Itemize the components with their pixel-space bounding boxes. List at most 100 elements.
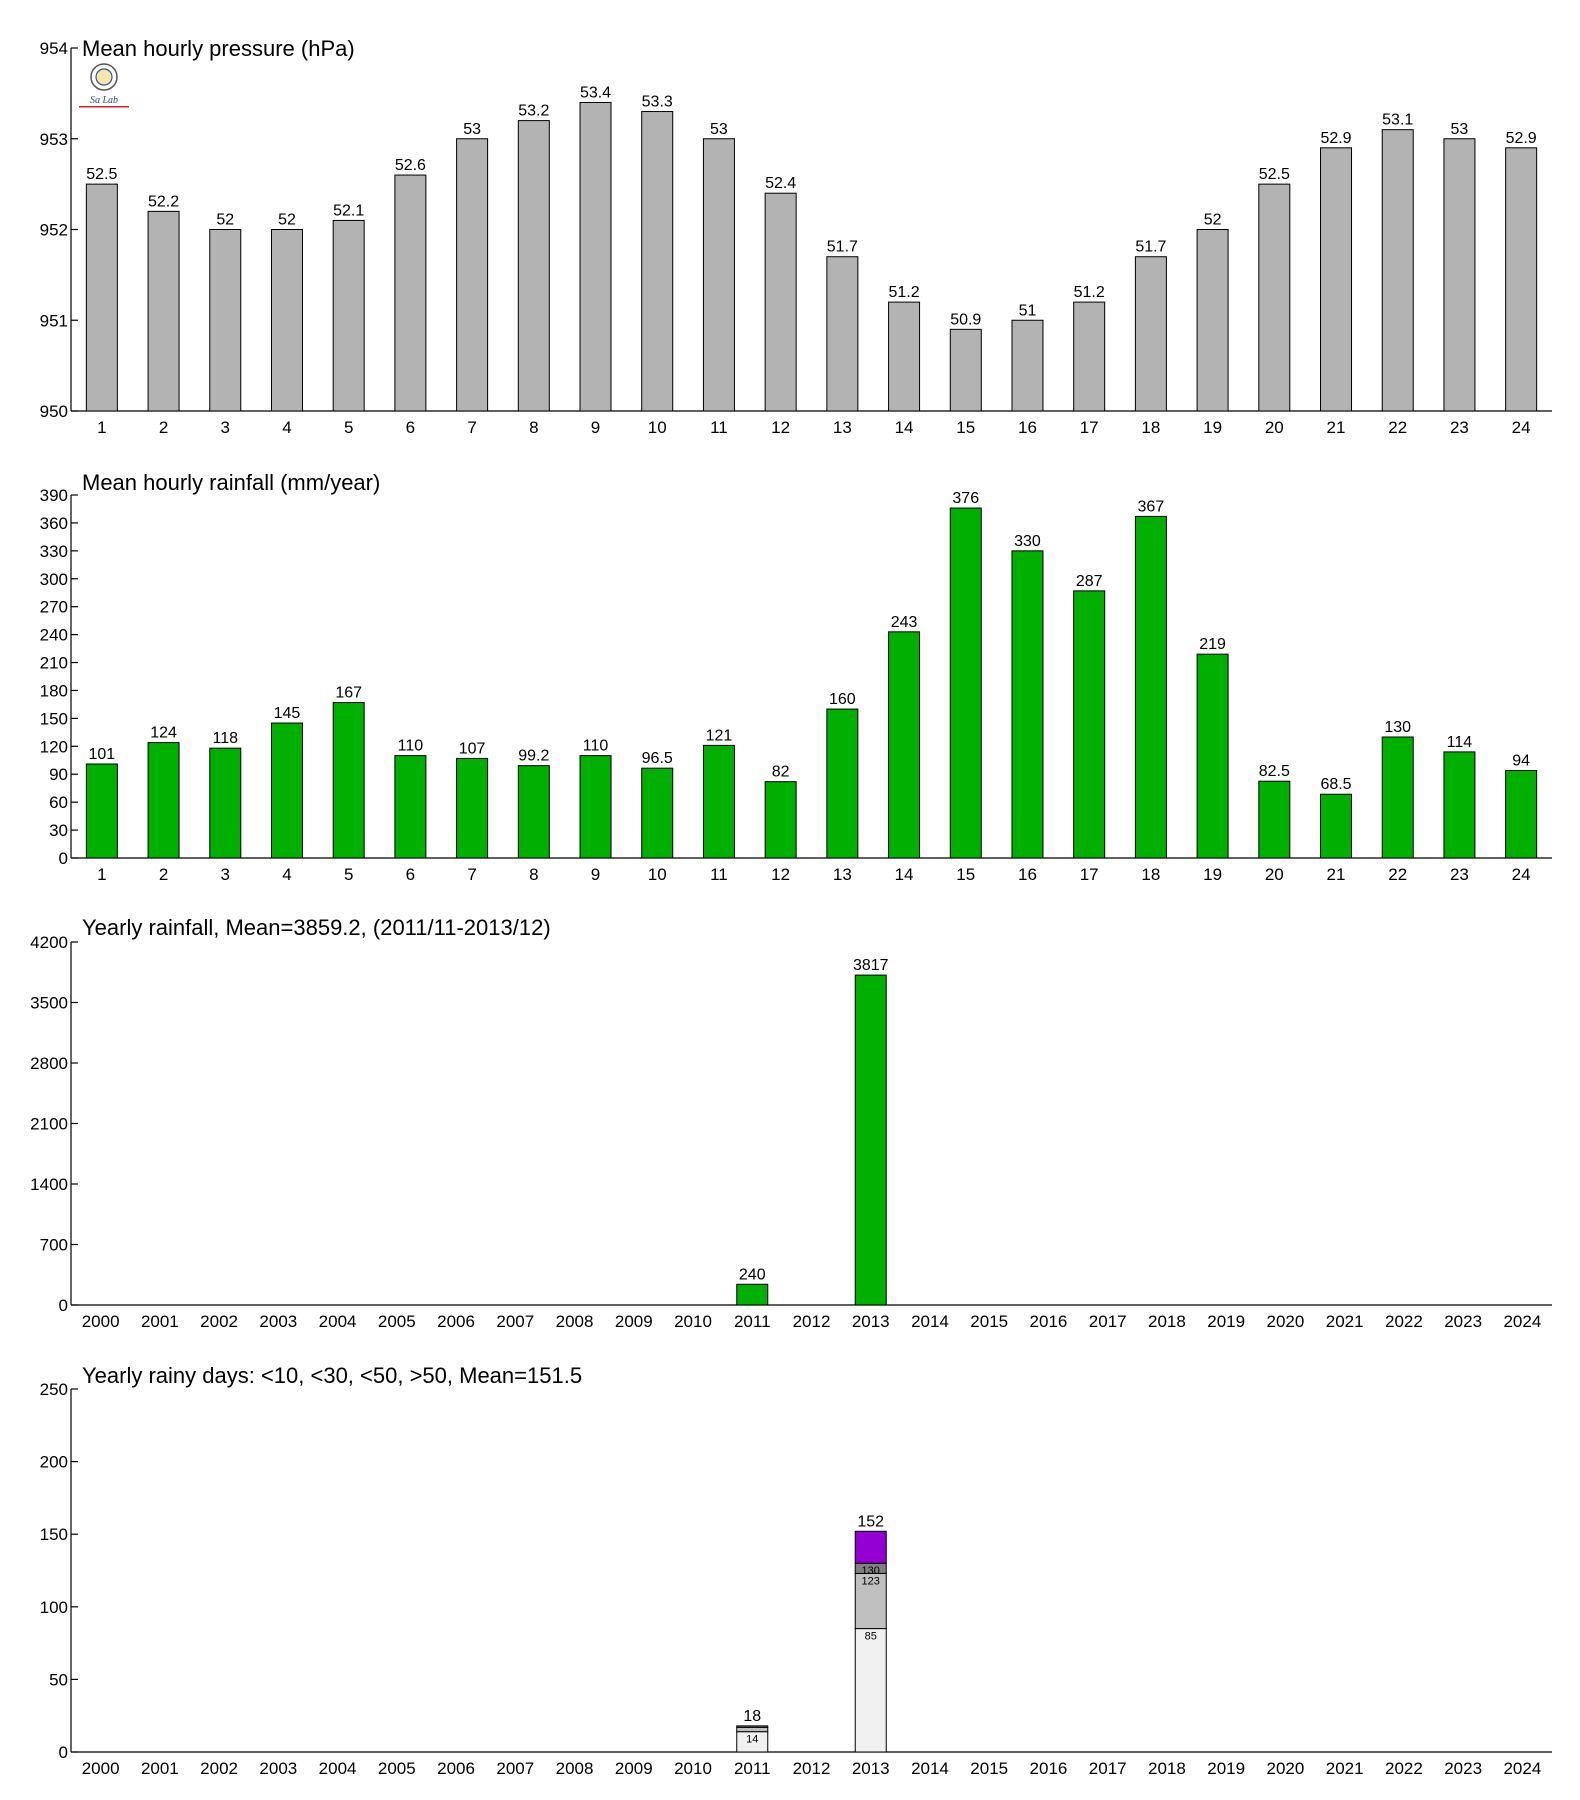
bar	[1258, 183, 1291, 412]
bar-data-label: 145	[274, 705, 301, 722]
stack-segment	[854, 1530, 887, 1564]
bar-data-label: 53.2	[518, 103, 549, 120]
x-tick-label: 3	[221, 418, 230, 437]
x-tick-label: 2015	[970, 1312, 1008, 1331]
y-tick-label: 951	[40, 311, 68, 330]
x-tick-label: 2002	[200, 1312, 238, 1331]
x-tick-label: 2016	[1030, 1312, 1068, 1331]
bar-data-label: 82.5	[1259, 763, 1290, 780]
bar	[641, 767, 674, 859]
bar-data-label: 52.1	[333, 202, 364, 219]
bar-data-label: 53	[710, 121, 728, 138]
x-tick-label: 2024	[1503, 1759, 1541, 1778]
x-tick-label: 15	[956, 865, 975, 884]
x-tick-label: 2020	[1267, 1759, 1305, 1778]
bar-data-label: 110	[583, 738, 609, 755]
bar-data-label: 52	[278, 212, 296, 229]
x-tick-label: 2003	[259, 1759, 297, 1778]
x-tick-label: 2011	[734, 1312, 771, 1331]
bar	[1134, 515, 1167, 859]
x-tick-label: 2004	[319, 1312, 357, 1331]
x-tick-label: 2000	[82, 1312, 120, 1331]
bar	[270, 722, 303, 859]
x-tick-label: 2018	[1148, 1312, 1186, 1331]
bar	[209, 747, 242, 859]
stack-total-label: 152	[857, 1513, 884, 1530]
y-tick-label: 30	[49, 821, 68, 840]
bar	[949, 328, 982, 412]
x-tick-label: 4	[282, 418, 291, 437]
x-tick-label: 1	[97, 865, 106, 884]
x-tick-label: 2013	[852, 1312, 890, 1331]
stack-segment	[854, 1572, 887, 1630]
x-tick-label: 21	[1327, 865, 1346, 884]
chart-title: Yearly rainfall, Mean=3859.2, (2011/11-2…	[82, 915, 551, 940]
bar	[1443, 138, 1476, 412]
y-tick-label: 330	[40, 542, 68, 561]
bar	[1258, 780, 1291, 859]
x-tick-label: 2017	[1089, 1312, 1127, 1331]
bar-data-label: 160	[829, 691, 856, 708]
x-tick-label: 6	[406, 418, 415, 437]
x-tick-label: 2005	[378, 1312, 416, 1331]
x-tick-label: 1	[97, 418, 106, 437]
x-tick-label: 2023	[1444, 1312, 1482, 1331]
y-tick-label: 2100	[30, 1115, 68, 1134]
x-tick-label: 2023	[1444, 1759, 1482, 1778]
y-tick-label: 270	[40, 598, 68, 617]
x-tick-label: 2012	[793, 1312, 831, 1331]
bar	[579, 755, 612, 859]
x-tick-label: 2021	[1326, 1312, 1364, 1331]
bar	[826, 708, 859, 859]
bar	[270, 229, 303, 412]
y-tick-label: 954	[40, 39, 68, 58]
chart-2: Mean hourly rainfall (mm/year)0306090120…	[40, 470, 1552, 884]
bar	[85, 763, 118, 859]
x-tick-label: 2007	[496, 1759, 534, 1778]
y-tick-label: 250	[40, 1380, 68, 1399]
chart-1: Mean hourly pressure (hPa)95095195295395…	[40, 36, 1552, 437]
bar	[702, 744, 735, 859]
bar-data-label: 51	[1019, 302, 1037, 319]
x-tick-label: 2003	[259, 1312, 297, 1331]
bar-data-label: 130	[1384, 719, 1411, 736]
bar	[456, 757, 489, 859]
bar	[394, 174, 427, 412]
x-tick-label: 2	[159, 418, 168, 437]
x-tick-label: 2009	[615, 1312, 653, 1331]
x-tick-label: 4	[282, 865, 291, 884]
bar	[209, 229, 242, 412]
x-tick-label: 2009	[615, 1759, 653, 1778]
bar	[1320, 793, 1353, 859]
x-tick-label: 16	[1018, 418, 1037, 437]
x-tick-label: 13	[833, 865, 852, 884]
x-tick-label: 14	[895, 418, 914, 437]
bar-data-label: 219	[1199, 636, 1226, 653]
y-tick-label: 953	[40, 130, 68, 149]
bar-data-label: 52	[1204, 212, 1222, 229]
x-tick-label: 2005	[378, 1759, 416, 1778]
x-tick-label: 14	[895, 865, 914, 884]
x-tick-label: 2013	[852, 1759, 890, 1778]
bar-data-label: 52.2	[148, 193, 179, 210]
y-tick-label: 700	[40, 1236, 68, 1255]
x-tick-label: 11	[710, 865, 728, 884]
y-tick-label: 0	[59, 1296, 68, 1315]
bar-data-label: 114	[1447, 734, 1473, 751]
x-tick-label: 2020	[1267, 1312, 1305, 1331]
bar-data-label: 52.5	[86, 166, 117, 183]
x-tick-label: 8	[529, 418, 538, 437]
logo-letters: Sa Lab	[90, 95, 118, 106]
bar-data-label: 107	[459, 740, 486, 757]
bar	[1011, 550, 1044, 859]
bar-data-label: 167	[335, 685, 362, 702]
y-tick-label: 240	[40, 626, 68, 645]
x-tick-label: 7	[467, 418, 476, 437]
x-tick-label: 22	[1388, 865, 1407, 884]
x-tick-label: 11	[710, 418, 728, 437]
chart-title: Mean hourly pressure (hPa)	[82, 36, 355, 61]
y-tick-label: 390	[40, 486, 68, 505]
x-tick-label: 2017	[1089, 1759, 1127, 1778]
x-tick-label: 8	[529, 865, 538, 884]
